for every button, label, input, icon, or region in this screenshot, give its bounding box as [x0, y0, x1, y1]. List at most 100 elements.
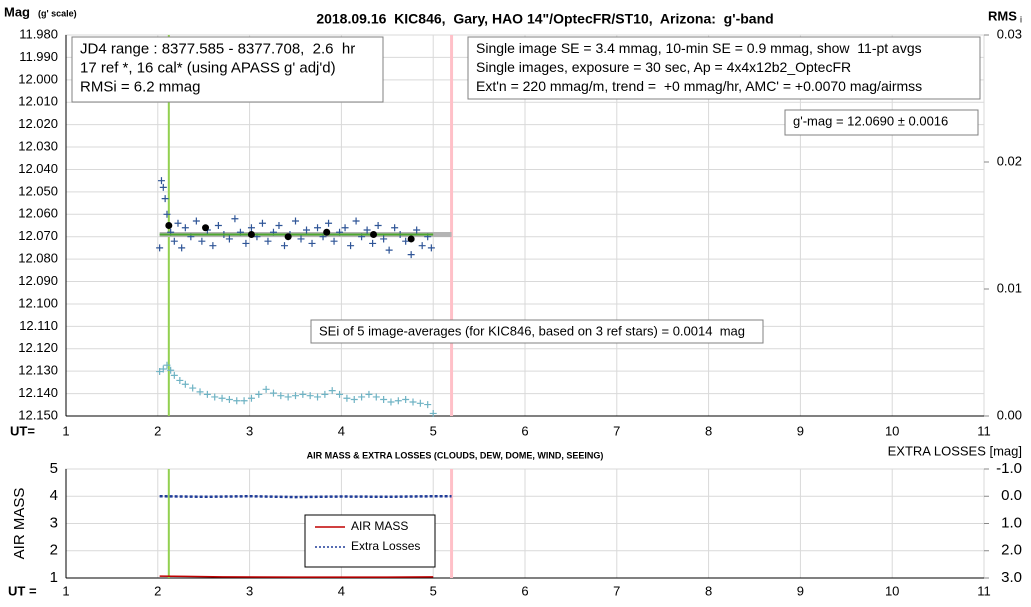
- x-tick-label: 4: [338, 423, 345, 438]
- data-point: [350, 395, 358, 403]
- annotation-text: Single image SE = 3.4 mmag, 10-min SE = …: [476, 40, 922, 56]
- data-point: [275, 222, 283, 229]
- data-point: [176, 376, 184, 384]
- y2-tick-label: 0.0: [1001, 487, 1022, 504]
- data-point: [258, 219, 266, 227]
- annotation-text: 17 ref *, 16 cal* (using APASS g' adj'd): [80, 59, 336, 76]
- data-point: [416, 399, 424, 407]
- data-point: [413, 226, 421, 234]
- data-point: [167, 366, 175, 374]
- data-point: [196, 388, 204, 396]
- y-tick-label: 2: [50, 542, 58, 559]
- y-tick-label: 12.000: [18, 71, 58, 86]
- x-tick-label: 2: [154, 423, 161, 438]
- y2-axis-label: RMS: [988, 8, 1017, 23]
- data-point: [372, 393, 380, 401]
- annotation-text: Ext'n = 220 mmag/m, trend = +0 mmag/hr, …: [476, 78, 922, 94]
- data-point: [192, 217, 200, 225]
- data-point: [314, 393, 322, 401]
- data-point: [303, 226, 311, 234]
- x-tick-label: 11: [977, 423, 991, 438]
- data-point: [178, 244, 186, 252]
- data-point: [424, 401, 432, 409]
- x-tick-label: 11: [977, 583, 991, 598]
- data-point: [225, 235, 233, 243]
- x-tick-label: 9: [797, 583, 804, 598]
- data-point: [209, 242, 217, 250]
- y-tick-label: 12.110: [19, 318, 58, 333]
- y2-tick-label: 2.0: [1001, 542, 1022, 559]
- data-point: [214, 222, 222, 229]
- data-point: [242, 239, 250, 247]
- data-point: [284, 393, 292, 401]
- data-point: [218, 394, 226, 402]
- x-tick-label: 6: [521, 583, 528, 598]
- average-point: [165, 222, 173, 229]
- y-tick-label: 5: [50, 460, 58, 477]
- legend-label: Extra Losses: [351, 539, 420, 553]
- y-tick-label: 12.070: [18, 228, 58, 243]
- y2-axis-label: EXTRA LOSSES [mag]: [888, 443, 1022, 458]
- y-tick-label: 12.010: [18, 94, 58, 109]
- data-point: [247, 224, 255, 232]
- data-point: [292, 392, 299, 400]
- y2-tick-label: 0.00: [997, 407, 1022, 422]
- legend-label: AIR MASS: [351, 519, 408, 533]
- annotation-text: RMSi = 6.2 mmag: [80, 78, 200, 95]
- data-point: [159, 365, 167, 373]
- data-point: [240, 397, 248, 405]
- x-tick-label: 6: [521, 423, 528, 438]
- annotation-box: [784, 109, 979, 136]
- data-point: [407, 251, 415, 259]
- data-point: [233, 397, 241, 405]
- y2-axis-label-sub: i: [1020, 14, 1022, 24]
- series-line: [159, 575, 434, 578]
- data-point: [203, 390, 211, 398]
- y-tick-label: 1: [50, 569, 58, 586]
- y-axis-label: Mag: [4, 4, 30, 19]
- series-line: [159, 494, 452, 499]
- data-point: [427, 244, 435, 252]
- x-axis-label: UT=: [10, 423, 35, 438]
- data-point: [170, 371, 178, 379]
- data-point: [330, 237, 338, 245]
- annotation-text: JD4 range : 8377.585 - 8377.708, 2.6 hr: [80, 40, 355, 57]
- data-point: [181, 380, 189, 388]
- data-point: [402, 237, 410, 245]
- data-point: [247, 394, 255, 402]
- y-tick-label: 12.100: [18, 295, 58, 310]
- data-point: [308, 239, 316, 247]
- annotation-text: Single images, exposure = 30 sec, Ap = 4…: [476, 59, 851, 75]
- y-tick-label: 12.040: [18, 161, 58, 176]
- x-tick-label: 8: [705, 583, 712, 598]
- y2-tick-label: -1.0: [996, 460, 1022, 477]
- x-tick-label: 3: [246, 583, 253, 598]
- x-tick-label: 10: [885, 583, 899, 598]
- x-tick-label: 9: [797, 423, 804, 438]
- data-point: [264, 237, 272, 245]
- data-point: [306, 392, 314, 400]
- data-point: [325, 219, 333, 227]
- y-tick-label: 12.050: [18, 183, 58, 198]
- data-point: [299, 390, 307, 398]
- data-point: [161, 195, 169, 203]
- data-point: [380, 395, 388, 403]
- y-tick-label: 12.020: [18, 116, 58, 131]
- data-point: [163, 361, 171, 369]
- x-tick-label: 7: [613, 583, 620, 598]
- average-point: [284, 233, 292, 241]
- chart-title: AIR MASS & EXTRA LOSSES (CLOUDS, DEW, DO…: [307, 450, 604, 460]
- data-point: [280, 242, 288, 250]
- data-point: [181, 224, 189, 232]
- annotation-text: g'-mag = 12.0690 ± 0.0016: [793, 113, 948, 128]
- data-point: [156, 368, 164, 376]
- y2-tick-label: 3.0: [1001, 569, 1022, 586]
- data-point: [314, 224, 322, 232]
- data-point: [211, 393, 219, 401]
- annotation-box: [310, 319, 764, 344]
- x-tick-label: 8: [705, 423, 712, 438]
- y2-tick-label: 0.01: [997, 280, 1022, 295]
- data-point: [336, 390, 344, 398]
- y-tick-label: 11.990: [19, 49, 58, 64]
